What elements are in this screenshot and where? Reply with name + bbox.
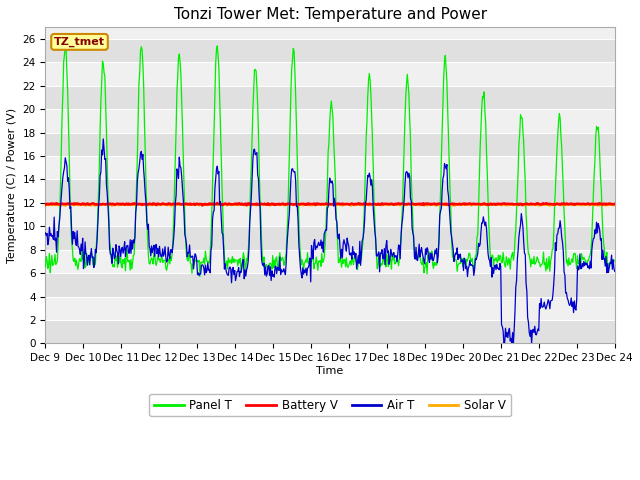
Bar — [45, 250, 615, 273]
Bar — [45, 62, 615, 86]
Bar — [45, 109, 615, 132]
Bar — [45, 180, 615, 203]
Y-axis label: Temperature (C) / Power (V): Temperature (C) / Power (V) — [7, 108, 17, 263]
Bar — [45, 203, 615, 226]
Bar — [45, 132, 615, 156]
Bar — [45, 39, 615, 62]
Bar — [45, 86, 615, 109]
X-axis label: Time: Time — [317, 366, 344, 376]
Bar — [45, 226, 615, 250]
Text: TZ_tmet: TZ_tmet — [54, 37, 105, 47]
Title: Tonzi Tower Met: Temperature and Power: Tonzi Tower Met: Temperature and Power — [173, 7, 486, 22]
Bar — [45, 273, 615, 297]
Bar — [45, 320, 615, 343]
Bar — [45, 297, 615, 320]
Bar — [45, 156, 615, 180]
Legend: Panel T, Battery V, Air T, Solar V: Panel T, Battery V, Air T, Solar V — [149, 394, 511, 417]
